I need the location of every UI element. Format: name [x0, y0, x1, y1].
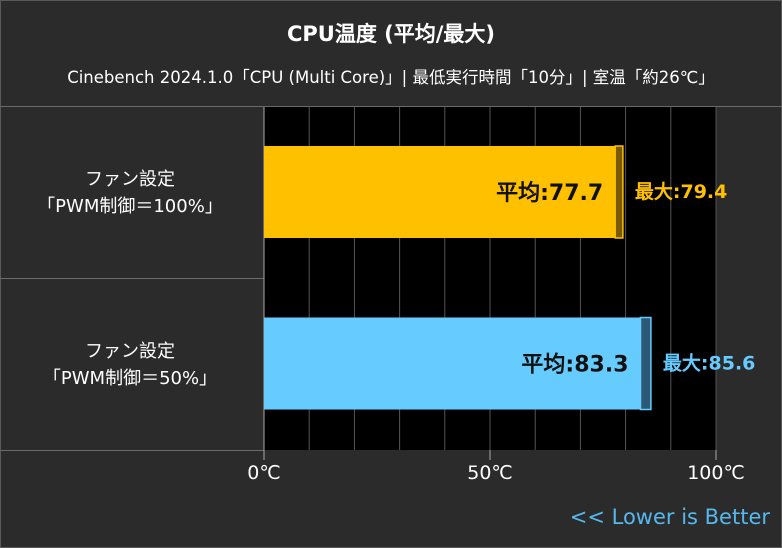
x-tick-100: 100℃	[687, 462, 745, 484]
category-label-line1: ファン設定	[85, 169, 175, 190]
bars: 平均:77.7 最大:79.4 平均:83.3 最大:85.6	[264, 145, 755, 411]
row-divider-bottom	[0, 450, 264, 451]
category-label-line2: 「PWM制御＝50%」	[42, 368, 218, 389]
average-bar	[264, 317, 641, 410]
x-tick-0: 0℃	[247, 462, 281, 484]
x-tick-50: 50℃	[467, 462, 513, 484]
chart-title: CPU温度 (平均/最大)	[286, 22, 496, 46]
max-value-label: 最大:85.6	[663, 352, 755, 375]
category-label-pwm50: ファン設定 「PWM制御＝50%」	[0, 338, 260, 392]
average-bar	[264, 146, 616, 238]
category-label-pwm100: ファン設定 「PWM制御＝100%」	[0, 166, 260, 220]
average-value-label: 平均:83.3	[521, 352, 628, 378]
average-value-label: 平均:77.7	[496, 180, 603, 206]
row-divider	[0, 278, 264, 279]
max-value-label: 最大:79.4	[635, 180, 727, 203]
chart-subtitle: Cinebench 2024.1.0「CPU (Multi Core)」| 最低…	[67, 68, 715, 87]
header-divider	[0, 106, 782, 107]
max-marker	[639, 316, 652, 411]
max-marker	[614, 145, 624, 239]
category-label-line2: 「PWM制御＝100%」	[37, 196, 223, 217]
category-label-line1: ファン設定	[85, 341, 175, 362]
lower-is-better-note: << Lower is Better	[569, 505, 770, 529]
